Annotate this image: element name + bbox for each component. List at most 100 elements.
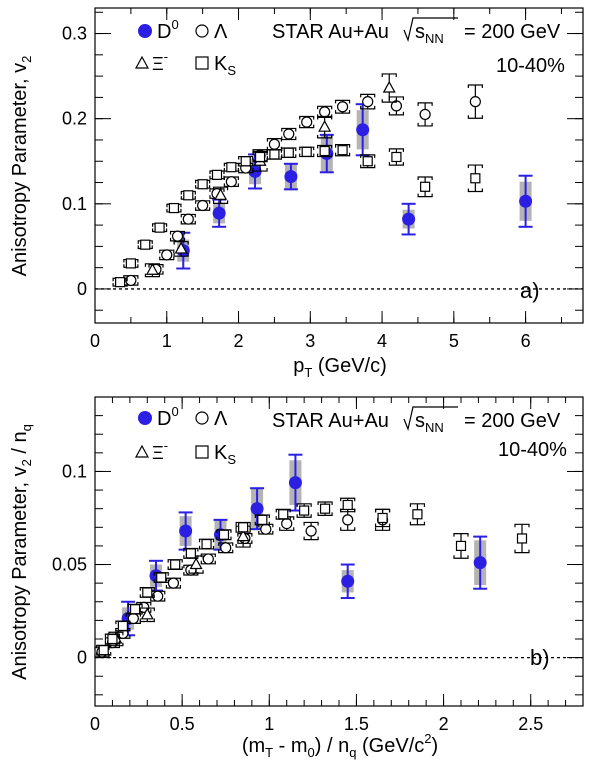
- text-part: 2: [19, 459, 34, 466]
- data-point-ks: [470, 173, 481, 184]
- series-ks: [112, 144, 483, 288]
- text-part: STAR Au+Au: [272, 410, 389, 432]
- legend-label-ks: KS: [214, 442, 236, 467]
- legend-label-d0: D0: [157, 404, 179, 430]
- text-part: = 200 GeV: [464, 21, 561, 43]
- legend-marker-ks: [195, 56, 209, 70]
- data-point-d0: [356, 123, 370, 137]
- data-point-ks: [455, 540, 467, 552]
- y-axis-label: Anisotropy Parameter, v2 / nq: [9, 424, 34, 680]
- x-tick-label: 6: [521, 331, 531, 351]
- sys-bracket: [303, 536, 319, 541]
- text-part: Λ: [214, 21, 228, 43]
- experiment-title: STAR Au+Au: [272, 21, 389, 43]
- data-point-lambda: [171, 230, 184, 242]
- data-point-xi: [318, 119, 332, 132]
- data-point-d0: [402, 212, 416, 226]
- sys-bracket: [374, 508, 391, 513]
- sys-bracket: [173, 241, 189, 245]
- experiment-title: STAR Au+Au: [272, 410, 389, 432]
- sqrt-symbol: [403, 17, 458, 43]
- data-point-ks: [115, 277, 126, 288]
- x-tick-label: 1: [162, 331, 172, 351]
- sys-bracket: [360, 105, 376, 110]
- sys-bracket: [388, 162, 405, 166]
- text-part: -: [164, 438, 168, 453]
- sys-bracket: [360, 154, 376, 158]
- legend-label-lambda: Λ: [214, 408, 228, 430]
- data-point-lambda: [342, 514, 354, 526]
- legend: D0 Λ Ξ- KS: [134, 17, 236, 78]
- data-point-xi: [145, 262, 159, 275]
- text-part: Anisotropy Parameter, v: [9, 63, 31, 276]
- sys-bracket: [334, 144, 351, 148]
- panel-b: 0 0.5 1 1.5 2 2.5 0 0.05 0.1 b) STAR Au+Au sNN = 200…: [9, 396, 584, 760]
- panel-label: b): [530, 645, 550, 670]
- text-part: T: [265, 745, 273, 760]
- data-point-ks: [142, 587, 153, 598]
- sys-bracket: [317, 512, 333, 517]
- text-part: D: [157, 408, 171, 430]
- data-point-lambda: [268, 138, 281, 150]
- data-point-ks: [362, 156, 373, 167]
- sys-bracket: [381, 73, 397, 77]
- data-point-ks: [107, 633, 118, 645]
- sys-bracket: [374, 527, 391, 531]
- text-part: = 200 GeV: [464, 410, 561, 432]
- x-axis-label: pT (GeV/c): [293, 355, 387, 380]
- legend-label-d0: D0: [157, 17, 179, 43]
- data-point-ks: [319, 503, 331, 514]
- data-point-ks: [117, 620, 128, 632]
- sys-bracket: [467, 188, 483, 193]
- x-tick-label: 2: [234, 331, 244, 351]
- legend-marker-xi: [134, 55, 150, 69]
- text-part: p: [293, 355, 304, 377]
- energy-variable: sNN: [415, 21, 444, 46]
- data-point-d0: [341, 574, 355, 588]
- data-point-lambda: [301, 116, 313, 128]
- x-tick-label: 4: [377, 331, 387, 351]
- legend-marker-ks: [195, 445, 209, 459]
- text-part: q: [349, 745, 356, 760]
- data-point-ks: [337, 145, 348, 156]
- sys-bracket: [334, 110, 351, 114]
- x-tick-label: 0.5: [170, 714, 195, 734]
- data-point-d0: [250, 502, 264, 516]
- data-point-ks: [391, 151, 402, 163]
- sys-bracket: [417, 102, 433, 106]
- data-point-ks: [257, 514, 268, 525]
- energy-value: = 200 GeV: [464, 21, 561, 43]
- sys-bracket: [360, 93, 376, 98]
- series-ks: [96, 497, 530, 656]
- text-part: K: [214, 53, 228, 75]
- y-tick-label: 0.1: [62, 461, 87, 481]
- sys-bracket: [417, 122, 433, 127]
- text-part: (GeV/c: [356, 735, 424, 757]
- data-point-ks: [129, 604, 141, 615]
- text-part: 2: [424, 731, 431, 746]
- sys-bracket: [212, 200, 229, 205]
- sys-bracket: [252, 168, 268, 172]
- legend-marker-d0: [138, 24, 152, 38]
- legend-label-xi: Ξ-: [152, 49, 168, 74]
- sys-bracket: [467, 115, 483, 119]
- panel-a: 0 1 2 3 4 5 6 0 0.1 0.2 0.3 a) STAR Au+Au sNN = 200 Ge…: [9, 7, 584, 380]
- data-point-ks: [299, 505, 310, 516]
- sys-bracket: [317, 501, 333, 505]
- sys-bracket: [340, 527, 356, 531]
- text-part: -: [164, 49, 168, 64]
- sys-bracket: [334, 152, 351, 157]
- sys-bracket: [173, 253, 189, 257]
- data-point-ks: [98, 645, 109, 656]
- text-part: T: [304, 365, 312, 380]
- data-point-lambda: [260, 523, 272, 535]
- y-tick-label: 0.3: [62, 24, 87, 44]
- text-part: q: [19, 424, 34, 431]
- data-point-lambda: [362, 96, 374, 108]
- y-tick-label: 0.1: [62, 194, 87, 214]
- y-tick-label: 0.05: [52, 555, 87, 575]
- data-point-ks: [238, 522, 249, 533]
- text-part: D: [157, 21, 171, 43]
- data-point-lambda: [161, 249, 173, 261]
- data-point-d0: [473, 556, 487, 570]
